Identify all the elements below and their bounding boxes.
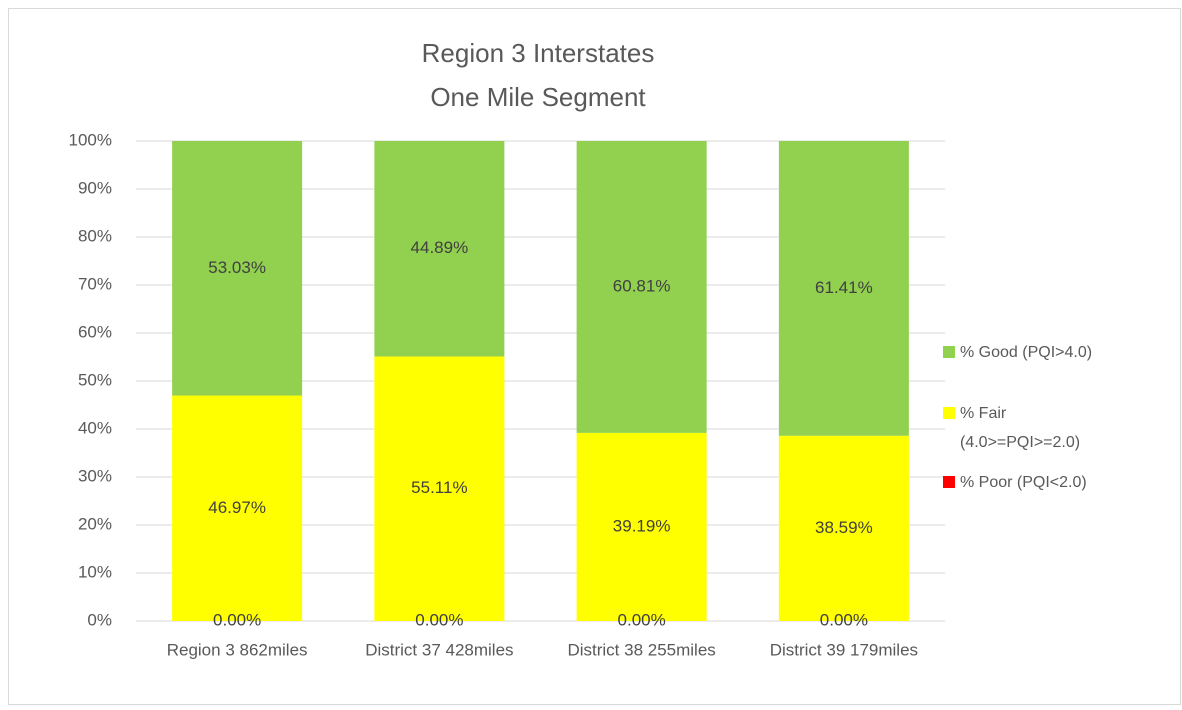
bar-segment xyxy=(778,141,909,436)
bar-segment xyxy=(374,141,505,357)
y-tick-label: 60% xyxy=(78,322,112,341)
data-label: 46.97% xyxy=(208,498,266,517)
chart-title: Region 3 Interstates xyxy=(422,38,655,68)
bar-segment xyxy=(576,141,707,433)
bar-segment xyxy=(172,141,303,396)
x-tick-label: Region 3 862miles xyxy=(167,640,308,659)
y-tick-label: 20% xyxy=(78,514,112,533)
legend-label: % Good (PQI>4.0) xyxy=(960,344,1093,361)
data-label: 61.41% xyxy=(815,278,873,297)
legend-label: % Fair (4.0>=PQI>=2.0) xyxy=(960,405,1081,451)
data-label: 53.03% xyxy=(208,258,266,277)
y-tick-label: 90% xyxy=(78,178,112,197)
data-label: 44.89% xyxy=(411,238,469,257)
legend-label: % Poor (PQI<2.0) xyxy=(960,474,1087,491)
y-tick-label: 40% xyxy=(78,418,112,437)
legend-swatch xyxy=(943,407,955,419)
legend-swatch xyxy=(943,476,955,488)
bar-segment xyxy=(576,432,707,621)
bar-segment xyxy=(778,435,909,621)
x-tick-label: District 39 179miles xyxy=(770,640,918,659)
chart-subtitle: One Mile Segment xyxy=(430,82,646,112)
data-label: 38.59% xyxy=(815,518,873,537)
data-label: 0.00% xyxy=(415,610,463,629)
y-tick-label: 0% xyxy=(87,610,112,629)
x-tick-label: District 37 428miles xyxy=(365,640,513,659)
y-tick-label: 70% xyxy=(78,274,112,293)
bar-segment xyxy=(172,395,303,621)
data-label: 0.00% xyxy=(618,610,666,629)
y-tick-label: 30% xyxy=(78,466,112,485)
legend-entry: % Fair (4.0>=PQI>=2.0) xyxy=(943,399,1143,457)
legend-entry: % Good (PQI>4.0) xyxy=(943,338,1143,367)
legend-swatch xyxy=(943,346,955,358)
y-tick-label: 100% xyxy=(69,130,112,149)
data-label: 0.00% xyxy=(820,610,868,629)
data-label: 0.00% xyxy=(213,610,261,629)
data-label: 60.81% xyxy=(613,276,671,295)
data-label: 39.19% xyxy=(613,516,671,535)
bar-segment xyxy=(374,356,505,621)
y-tick-label: 10% xyxy=(78,562,112,581)
legend-entry: % Poor (PQI<2.0) xyxy=(943,468,1143,497)
y-tick-label: 50% xyxy=(78,370,112,389)
data-label: 55.11% xyxy=(411,478,467,497)
y-tick-label: 80% xyxy=(78,226,112,245)
x-tick-label: District 38 255miles xyxy=(567,640,715,659)
